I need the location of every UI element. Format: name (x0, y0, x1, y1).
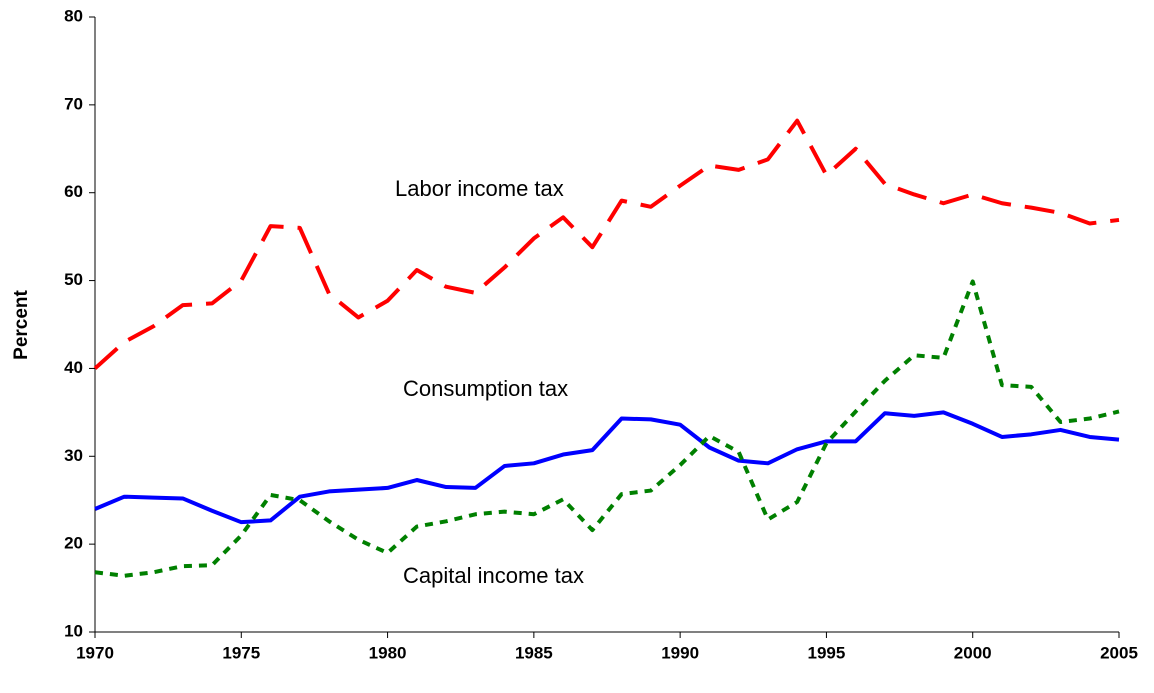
x-tick-label: 1980 (369, 643, 407, 662)
x-tick-label: 1995 (808, 643, 846, 662)
x-tick-label: 2005 (1100, 643, 1138, 662)
y-tick-label: 60 (64, 182, 83, 201)
y-tick-label: 40 (64, 358, 83, 377)
x-tick-label: 1970 (76, 643, 114, 662)
x-tick-label: 2000 (954, 643, 992, 662)
x-tick-label: 1985 (515, 643, 553, 662)
y-tick-label: 70 (64, 94, 83, 113)
x-tick-label: 1990 (661, 643, 699, 662)
x-tick-label: 1975 (222, 643, 260, 662)
y-tick-label: 20 (64, 534, 83, 553)
series-line (93, 118, 1120, 370)
y-tick-label: 80 (64, 6, 83, 25)
y-tick-label: 50 (64, 270, 83, 289)
series-line (94, 279, 1120, 578)
series-line (94, 410, 1120, 525)
series-label: Consumption tax (403, 376, 568, 401)
series-label: Capital income tax (403, 563, 584, 588)
y-axis-label: Percent (11, 289, 32, 359)
series-label: Labor income tax (395, 176, 564, 201)
y-tick-label: 10 (64, 621, 83, 640)
y-tick-label: 30 (64, 446, 83, 465)
